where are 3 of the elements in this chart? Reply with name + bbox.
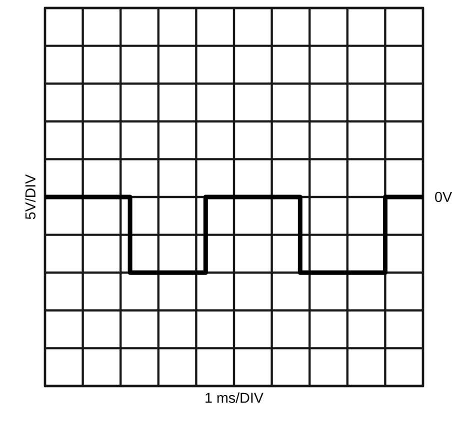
x-axis-title: 1 ms/DIV xyxy=(206,392,264,403)
text: 0V xyxy=(435,192,452,202)
y-axis-title: 5V/DIV xyxy=(24,174,36,220)
